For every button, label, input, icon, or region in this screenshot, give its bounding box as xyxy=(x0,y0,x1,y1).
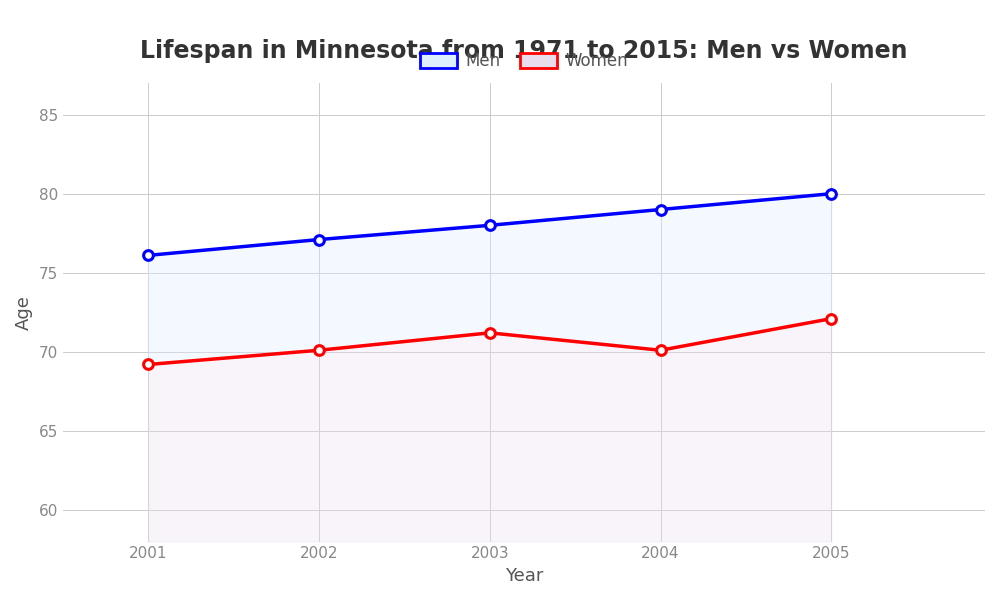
X-axis label: Year: Year xyxy=(505,567,543,585)
Legend: Men, Women: Men, Women xyxy=(413,46,634,77)
Y-axis label: Age: Age xyxy=(15,295,33,330)
Title: Lifespan in Minnesota from 1971 to 2015: Men vs Women: Lifespan in Minnesota from 1971 to 2015:… xyxy=(140,39,908,63)
